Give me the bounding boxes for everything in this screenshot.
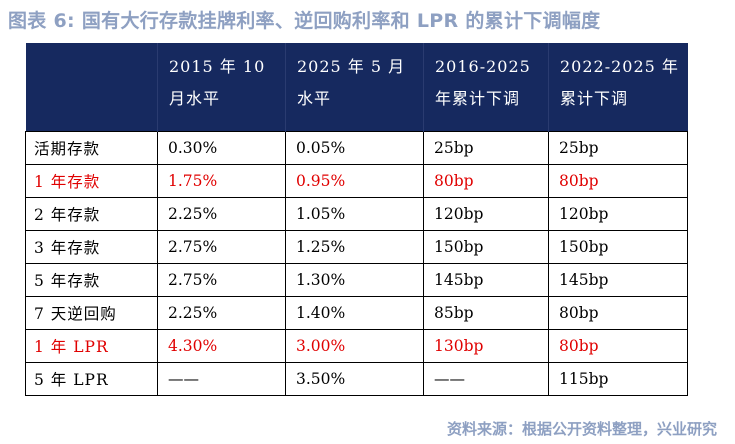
table-row: 2 年存款 2.25% 1.05% 120bp 120bp <box>25 197 688 231</box>
value-cell: 0.95% <box>285 164 424 198</box>
value-cell: 2.75% <box>157 230 286 264</box>
header-label: 2025 年 5 月 水平 <box>297 57 406 108</box>
row-label-cell: 1 年存款 <box>25 164 158 198</box>
value-cell: 1.30% <box>285 263 424 297</box>
value-cell: 145bp <box>548 263 688 297</box>
header-label: 2015 年 10 月水平 <box>169 57 266 108</box>
header-cell-cut-2016-2025: 2016-2025 年累计下调 <box>423 43 549 132</box>
value-cell: 80bp <box>548 329 688 363</box>
header-cell-2025: 2025 年 5 月 水平 <box>285 43 424 132</box>
row-label-cell: 2 年存款 <box>25 197 158 231</box>
header-cell-empty <box>25 43 158 132</box>
value-cell: 80bp <box>548 296 688 330</box>
rates-table: 2015 年 10 月水平 2025 年 5 月 水平 2016-2025 年累… <box>25 43 688 396</box>
value-cell: 150bp <box>423 230 549 264</box>
value-cell: 1.40% <box>285 296 424 330</box>
value-cell: 145bp <box>423 263 549 297</box>
table-row: 5 年 LPR —— 3.50% —— 115bp <box>25 362 688 396</box>
table-body: 活期存款 0.30% 0.05% 25bp 25bp 1 年存款 1.75% 0.95% 80b… <box>25 131 688 396</box>
source-note: 资料来源：根据公开资料整理，兴业研究 <box>446 420 717 438</box>
value-cell: 115bp <box>548 362 688 396</box>
value-cell: 1.25% <box>285 230 424 264</box>
value-cell: 120bp <box>423 197 549 231</box>
row-label-cell: 活期存款 <box>25 131 158 165</box>
header-label: 2016-2025 年累计下调 <box>435 57 531 108</box>
row-label-cell: 3 年存款 <box>25 230 158 264</box>
value-cell: 130bp <box>423 329 549 363</box>
value-cell: 2.25% <box>157 296 286 330</box>
header-cell-2015: 2015 年 10 月水平 <box>157 43 286 132</box>
row-label-cell: 1 年 LPR <box>25 329 158 363</box>
table-row: 1 年 LPR 4.30% 3.00% 130bp 80bp <box>25 329 688 363</box>
table-row: 7 天逆回购 2.25% 1.40% 85bp 80bp <box>25 296 688 330</box>
value-cell: 2.25% <box>157 197 286 231</box>
row-label-cell: 5 年 LPR <box>25 362 158 396</box>
row-label-cell: 5 年存款 <box>25 263 158 297</box>
value-cell: —— <box>423 362 549 396</box>
value-cell: 25bp <box>423 131 549 165</box>
figure-title: 图表 6: 国有大行存款挂牌利率、逆回购利率和 LPR 的累计下调幅度 <box>8 10 601 32</box>
value-cell: 4.30% <box>157 329 286 363</box>
value-cell: 120bp <box>548 197 688 231</box>
value-cell: —— <box>157 362 286 396</box>
value-cell: 80bp <box>423 164 549 198</box>
value-cell: 85bp <box>423 296 549 330</box>
value-cell: 3.00% <box>285 329 424 363</box>
value-cell: 2.75% <box>157 263 286 297</box>
header-cell-cut-2022-2025: 2022-2025 年 累计下调 <box>548 43 688 132</box>
row-label-cell: 7 天逆回购 <box>25 296 158 330</box>
header-label <box>26 43 158 51</box>
table-row: 活期存款 0.30% 0.05% 25bp 25bp <box>25 131 688 165</box>
value-cell: 1.05% <box>285 197 424 231</box>
header-label: 2022-2025 年 累计下调 <box>560 57 679 108</box>
value-cell: 3.50% <box>285 362 424 396</box>
table-row: 5 年存款 2.75% 1.30% 145bp 145bp <box>25 263 688 297</box>
value-cell: 0.30% <box>157 131 286 165</box>
value-cell: 80bp <box>548 164 688 198</box>
table-header-row: 2015 年 10 月水平 2025 年 5 月 水平 2016-2025 年累… <box>25 43 688 132</box>
value-cell: 25bp <box>548 131 688 165</box>
table-row: 3 年存款 2.75% 1.25% 150bp 150bp <box>25 230 688 264</box>
value-cell: 1.75% <box>157 164 286 198</box>
value-cell: 150bp <box>548 230 688 264</box>
table-row: 1 年存款 1.75% 0.95% 80bp 80bp <box>25 164 688 198</box>
value-cell: 0.05% <box>285 131 424 165</box>
